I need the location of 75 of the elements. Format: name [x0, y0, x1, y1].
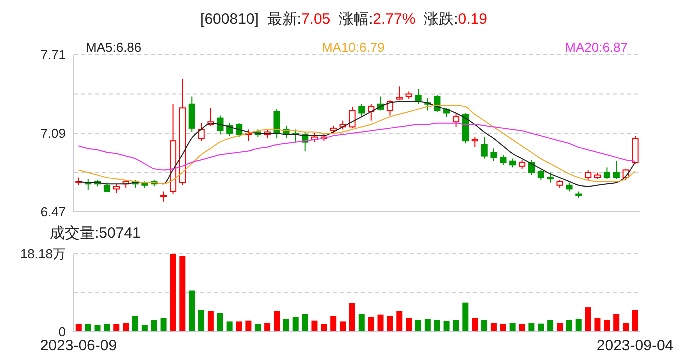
bar: [180, 256, 186, 332]
candlestick: [160, 191, 168, 202]
bar: [208, 311, 214, 332]
bar: [623, 322, 630, 332]
bar: [566, 320, 572, 332]
bar: [594, 318, 601, 332]
bar: [114, 324, 120, 332]
bar: [556, 322, 563, 332]
bar: [94, 325, 101, 332]
bar: [85, 324, 92, 332]
bar: [217, 313, 224, 332]
bar: [519, 324, 526, 332]
bar: [538, 324, 544, 332]
bar: [444, 321, 450, 332]
bar: [255, 324, 262, 332]
bar: [500, 324, 506, 332]
bar: [189, 290, 196, 332]
bar: [490, 322, 497, 332]
candlestick: [490, 148, 498, 162]
x-tick-label: 2023-06-09: [40, 338, 118, 355]
bar: [585, 308, 592, 332]
bar: [340, 322, 346, 332]
text: MA5:6.86: [86, 40, 142, 55]
bar: [576, 319, 582, 332]
chart-title: [600810] 最新:7.05 涨幅:2.77% 涨跌:0.19: [200, 11, 488, 28]
candlestick: [170, 104, 177, 195]
y-tick-label: 7.09: [40, 126, 66, 142]
bar: [528, 322, 535, 332]
bar: [482, 320, 488, 332]
bar: [406, 318, 412, 332]
bar: [378, 314, 384, 332]
bar: [226, 322, 233, 332]
text: MA20:6.87: [565, 40, 628, 55]
bar: [236, 322, 242, 332]
bar: [387, 316, 394, 332]
bar: [170, 254, 176, 332]
bar: [424, 319, 431, 332]
y-tick-label: 6.47: [40, 204, 66, 220]
bar: [472, 318, 478, 332]
bar: [368, 317, 374, 332]
bar: [246, 320, 252, 332]
chart-title: 成交量:50741: [50, 225, 141, 242]
text: MA10:6.79: [322, 40, 385, 55]
bar: [321, 324, 328, 332]
bar: [510, 322, 516, 332]
bar: [132, 316, 138, 332]
bar: [453, 320, 460, 332]
bar: [160, 318, 167, 332]
y-tick-label: 18.18万: [20, 246, 66, 262]
bar: [312, 320, 318, 332]
bar: [330, 316, 337, 332]
x-tick-label: 2023-09-04: [596, 338, 674, 355]
bar: [548, 320, 554, 332]
bar: [123, 322, 130, 332]
bar: [604, 320, 610, 332]
y-tick-label: 7.71: [40, 48, 66, 63]
bar: [264, 323, 271, 332]
bar: [434, 320, 440, 332]
bar: [283, 319, 290, 332]
bar: [274, 311, 280, 332]
bar: [358, 314, 365, 332]
bar: [462, 302, 469, 332]
bar: [198, 310, 205, 332]
bar: [151, 320, 158, 332]
bar: [614, 314, 620, 332]
bar: [349, 303, 356, 332]
bar: [302, 314, 308, 332]
bar: [292, 316, 299, 332]
y-tick-label: 0: [58, 324, 66, 340]
bar: [104, 324, 110, 332]
bar: [632, 310, 638, 332]
bar: [142, 325, 148, 332]
bar: [396, 311, 403, 332]
bar: [76, 324, 82, 332]
bar: [415, 320, 422, 332]
